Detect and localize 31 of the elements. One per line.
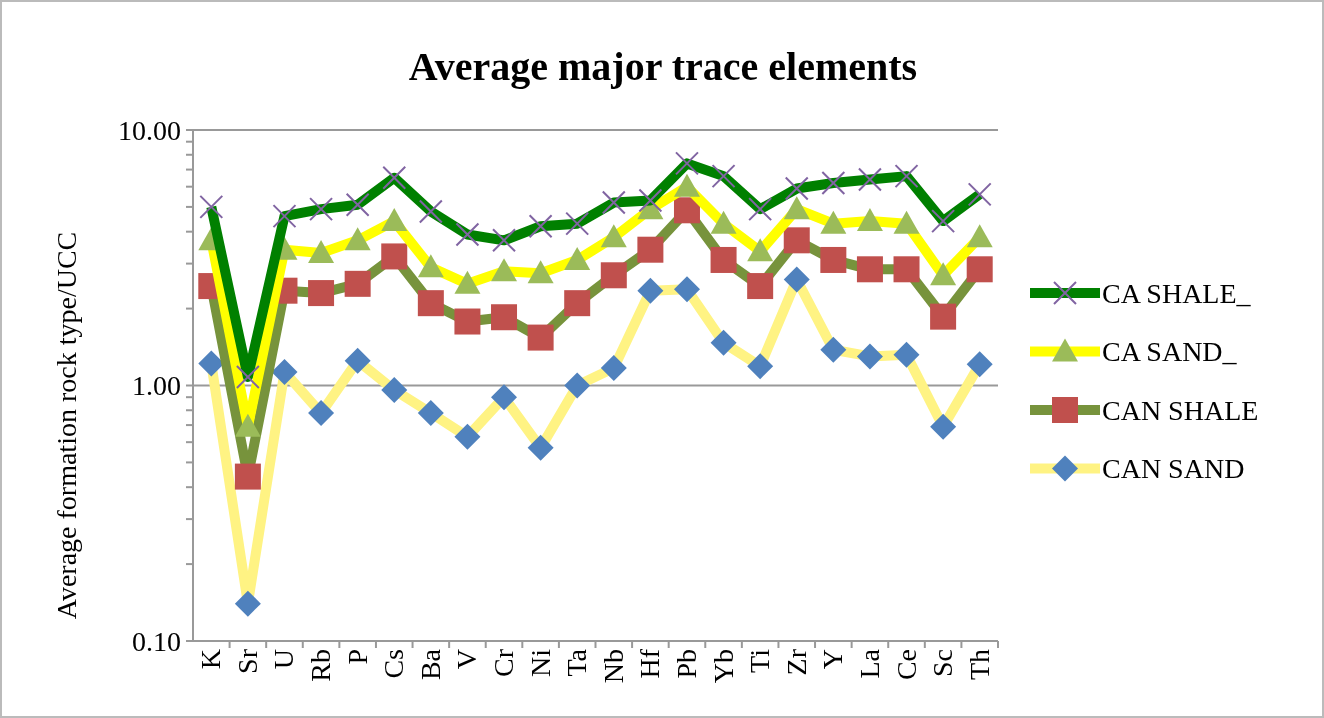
x-tick-label: Ti (744, 648, 776, 673)
x-tick-label: Ce (890, 649, 922, 681)
x-tick-label: U (268, 649, 300, 670)
y-tick-label: 10.00 (118, 114, 181, 146)
x-tick-label: Ba (414, 648, 446, 681)
y-tick-label: 1.00 (132, 370, 181, 402)
legend-label: CA SAND_ (1102, 336, 1238, 368)
y-axis-title: Average formation rock type/UCC (51, 231, 82, 620)
x-tick-label: K (195, 649, 227, 670)
x-tick-label: Nb (597, 649, 629, 684)
y-tick-label: 0.10 (132, 625, 181, 657)
x-tick-label: Cs (378, 649, 410, 679)
x-tick-label: Sc (927, 649, 959, 677)
x-tick-label: Yb (707, 649, 739, 684)
x-tick-label: Y (817, 649, 849, 670)
x-tick-label: Hf (634, 648, 666, 679)
x-tick-label: La (853, 648, 885, 679)
x-tick-label: Rb (305, 649, 337, 682)
x-tick-label: P (341, 649, 373, 665)
legend-label: CAN SAND (1102, 453, 1245, 485)
x-tick-label: V (451, 649, 483, 670)
x-tick-label: Ni (524, 648, 556, 677)
legend-label: CAN SHALE (1102, 394, 1259, 426)
x-tick-label: Ta (561, 648, 593, 677)
legend-label: CA SHALE_ (1102, 277, 1252, 309)
x-tick-label: Pb (670, 649, 702, 679)
x-tick-label: Cr (488, 648, 520, 677)
x-tick-label: Zr (780, 648, 812, 676)
chart-title: Average major trace elements (408, 44, 918, 89)
x-tick-label: Th (963, 649, 995, 681)
x-tick-label: Sr (231, 648, 263, 674)
